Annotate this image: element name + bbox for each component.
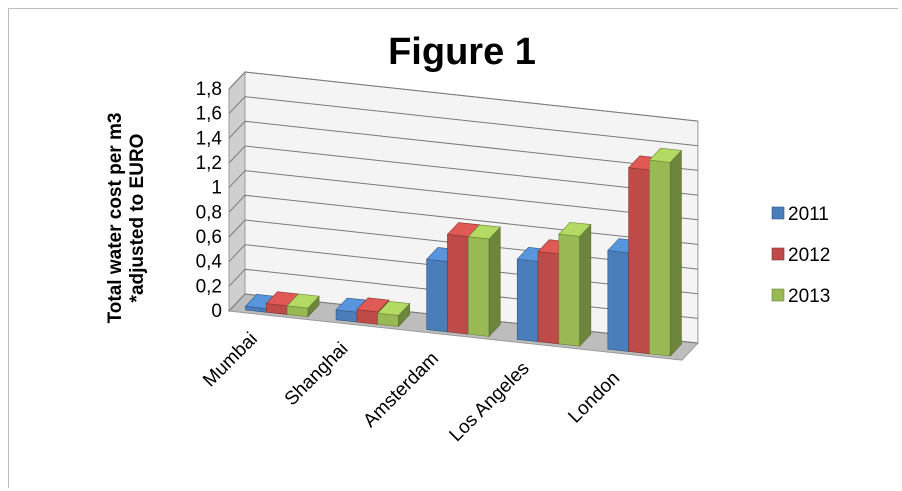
y-tick-label: 1,8	[196, 79, 222, 100]
y-tick-label: 0,2	[196, 276, 222, 297]
x-tick-label: Shanghai	[281, 338, 353, 410]
y-tick-label: 1,2	[196, 153, 222, 174]
y-tick-label: 0,6	[196, 227, 222, 248]
gridline	[228, 194, 698, 245]
y-tick-label: 0,4	[196, 252, 223, 273]
y-axis-label: Total water cost per m3 *adjusted to EUR…	[105, 113, 148, 324]
x-tick-label: London	[564, 368, 624, 428]
chart-title: Figure 1	[388, 31, 536, 73]
bar-los-angeles-2013	[558, 221, 592, 347]
bar-shanghai-2013	[377, 300, 411, 328]
y-axis-label-line-1: Total water cost per m3	[105, 113, 126, 324]
gridline	[228, 96, 698, 147]
bar-london-2013	[648, 147, 683, 357]
legend-label: 2013	[788, 286, 830, 307]
y-tick-label: 1	[211, 178, 222, 199]
x-tick-label: Mumbai	[199, 329, 262, 392]
y-axis-label-line-2: *adjusted to EURO	[127, 134, 148, 303]
y-tick-label: 0,8	[196, 202, 222, 223]
legend-swatch	[771, 288, 785, 302]
x-tick-label: Los Angeles	[446, 358, 534, 446]
y-tick-label: 1,4	[196, 128, 223, 149]
legend-swatch	[771, 206, 785, 220]
gridline	[228, 120, 698, 171]
legend-label: 2012	[788, 245, 830, 266]
y-tick-label: 0	[211, 301, 222, 322]
side-wall	[228, 70, 246, 313]
gridline	[228, 145, 698, 196]
legend: 2011 2012 2013	[771, 204, 830, 307]
gridline	[228, 170, 698, 221]
legend-label: 2011	[788, 204, 829, 225]
legend-swatch	[771, 247, 785, 261]
bar-amsterdam-2013	[467, 224, 501, 338]
y-tick-label: 1,6	[196, 104, 222, 125]
y-axis-ticks: 0 0,2 0,4 0,6 0,8 1 1,2 1,4 1,6 1,8	[196, 79, 223, 322]
x-tick-label: Amsterdam	[359, 348, 443, 432]
chart-frame	[8, 8, 898, 488]
gridline	[228, 71, 698, 122]
bars	[244, 147, 683, 357]
bar-mumbai-2013	[286, 293, 320, 318]
